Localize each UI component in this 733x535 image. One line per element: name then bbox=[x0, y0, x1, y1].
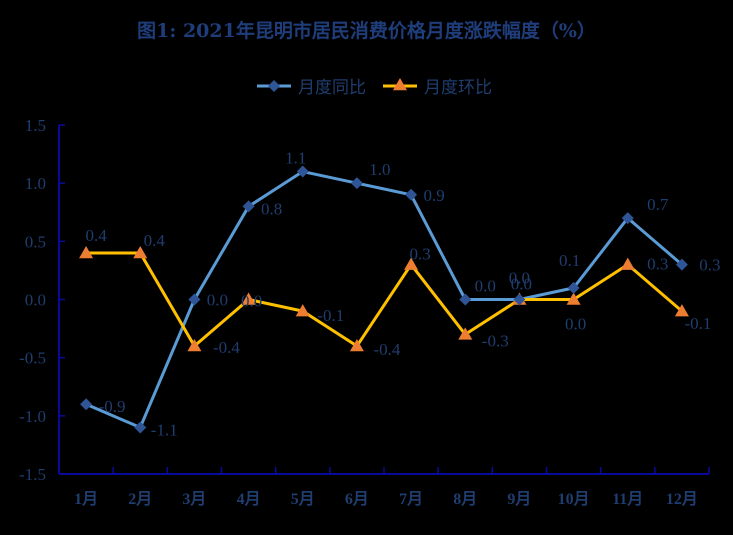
diamond-icon bbox=[567, 281, 580, 294]
x-tick-label: 10月 bbox=[558, 490, 590, 508]
x-tick-label: 1月 bbox=[74, 490, 98, 508]
triangle-icon bbox=[458, 327, 473, 340]
x-tick-label: 7月 bbox=[399, 490, 423, 508]
data-label-mom: -0.4 bbox=[213, 338, 240, 357]
data-label-mom: -0.1 bbox=[684, 314, 711, 333]
chart-title: 图1: 2021年昆明市居民消费价格月度涨跌幅度（%） bbox=[137, 20, 596, 42]
data-label-yoy: 0.0 bbox=[207, 291, 228, 310]
triangle-icon bbox=[187, 339, 202, 352]
data-label-mom: 0.4 bbox=[85, 226, 107, 245]
data-label-mom: 0.0 bbox=[241, 292, 262, 311]
data-label-yoy: -1.1 bbox=[151, 420, 178, 439]
diamond-icon bbox=[80, 398, 93, 411]
data-label-yoy: 0.0 bbox=[475, 277, 496, 296]
data-label-yoy: 0.8 bbox=[261, 199, 282, 218]
x-tick-label: 3月 bbox=[182, 490, 206, 508]
x-tick-label: 5月 bbox=[291, 490, 315, 508]
diamond-icon bbox=[350, 177, 363, 190]
data-label-mom: -0.4 bbox=[373, 340, 400, 359]
data-label-yoy: 1.1 bbox=[285, 149, 306, 168]
x-tick-label: 11月 bbox=[612, 490, 643, 508]
y-tick-label: 0.5 bbox=[25, 232, 46, 251]
data-label-mom: -0.1 bbox=[317, 306, 344, 325]
x-tick-label: 4月 bbox=[237, 490, 261, 508]
data-label-yoy: 0.3 bbox=[699, 256, 720, 275]
triangle-icon bbox=[674, 304, 689, 317]
triangle-icon bbox=[404, 257, 419, 270]
data-label-yoy: -0.9 bbox=[99, 397, 126, 416]
triangle-icon bbox=[295, 304, 310, 317]
series-line-mom bbox=[86, 251, 683, 348]
data-label-yoy: 0.7 bbox=[647, 195, 669, 214]
legend-label-mom: 月度环比 bbox=[424, 78, 492, 98]
x-tick-label: 2月 bbox=[128, 490, 152, 508]
data-label-mom: 0.0 bbox=[565, 315, 586, 334]
diamond-icon bbox=[268, 80, 280, 92]
data-label-yoy: 1.0 bbox=[369, 160, 390, 179]
triangle-icon bbox=[566, 292, 581, 305]
data-label-mom: -0.3 bbox=[482, 331, 509, 350]
diamond-icon bbox=[513, 293, 526, 306]
y-tick-label: -0.5 bbox=[19, 349, 46, 368]
data-label-mom: 0.0 bbox=[509, 269, 530, 288]
diamond-icon bbox=[405, 188, 418, 201]
triangle-icon bbox=[79, 245, 94, 259]
x-tick-label: 6月 bbox=[345, 490, 369, 508]
diamond-icon bbox=[675, 258, 688, 271]
data-label-mom: 0.4 bbox=[144, 231, 166, 250]
diamond-icon bbox=[134, 421, 147, 434]
diamond-icon bbox=[296, 165, 309, 178]
data-label-yoy: 0.9 bbox=[423, 186, 444, 205]
triangle-icon bbox=[241, 292, 256, 305]
diamond-icon bbox=[188, 293, 201, 306]
y-tick-label: 0.0 bbox=[25, 291, 46, 310]
y-tick-label: 1.5 bbox=[25, 116, 46, 135]
y-tick-label: -1.5 bbox=[19, 465, 46, 484]
diamond-icon bbox=[621, 212, 634, 225]
data-label-mom: 0.3 bbox=[647, 255, 668, 274]
data-label-mom: 0.3 bbox=[409, 245, 430, 264]
y-tick-label: 1.0 bbox=[25, 174, 46, 193]
x-tick-label: 9月 bbox=[507, 490, 531, 508]
y-tick-label: -1.0 bbox=[19, 407, 46, 426]
series-line-yoy bbox=[85, 170, 683, 429]
x-tick-label: 8月 bbox=[453, 490, 477, 508]
diamond-icon bbox=[242, 200, 255, 213]
data-label-yoy: 0.1 bbox=[559, 251, 580, 270]
diamond-icon bbox=[459, 293, 472, 306]
triangle-icon bbox=[393, 78, 407, 91]
x-tick-label: 12月 bbox=[666, 490, 698, 508]
triangle-icon bbox=[349, 339, 364, 352]
legend-label-yoy: 月度同比 bbox=[298, 78, 366, 98]
triangle-icon bbox=[133, 245, 148, 259]
data-label-yoy: 0.0 bbox=[511, 275, 532, 294]
triangle-icon bbox=[620, 257, 635, 270]
